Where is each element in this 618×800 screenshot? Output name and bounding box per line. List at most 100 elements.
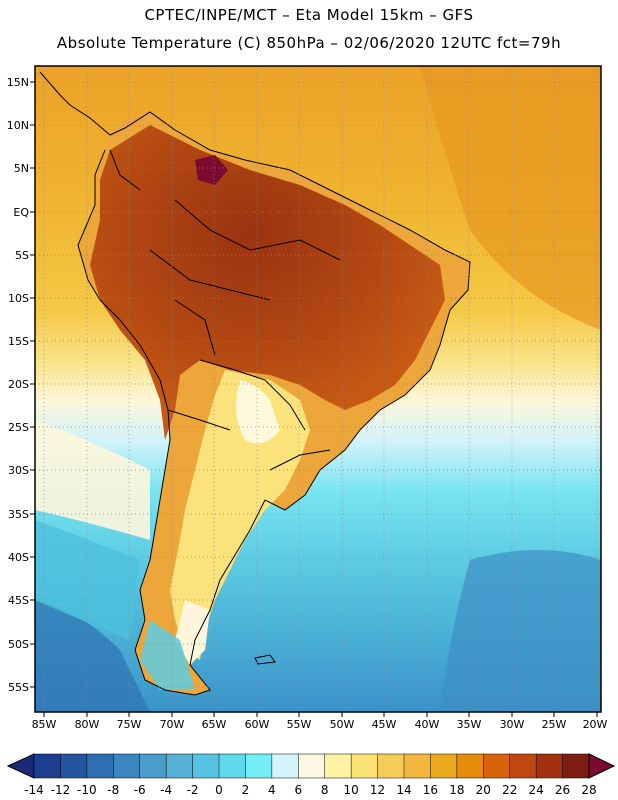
lat-label: 5N (14, 162, 29, 175)
colorbar-tick-label: 12 (370, 783, 385, 797)
colorbar-tick-label: 10 (343, 783, 358, 797)
cold-tip (140, 620, 195, 690)
colorbar-swatch (324, 753, 352, 779)
lon-label: 85W (32, 718, 57, 731)
axis-ticks (30, 81, 598, 717)
colorbar-tick-label: 26 (555, 783, 570, 797)
lat-label: EQ (13, 206, 29, 219)
lat-label: 15N (7, 76, 29, 89)
colorbar-tick-label: 18 (449, 783, 464, 797)
hottest-core (195, 155, 228, 185)
border-line (174, 299, 216, 356)
colorbar-swatch (456, 753, 484, 779)
border-line (109, 149, 141, 191)
colorbar-swatch (245, 753, 273, 779)
colorbar-swatch (509, 753, 537, 779)
lat-label: 55S (8, 681, 29, 694)
lon-label: 55W (287, 718, 312, 731)
cool-patagonia (175, 600, 210, 665)
lon-label: 25W (542, 718, 567, 731)
lat-label: 15S (8, 335, 29, 348)
lon-label: 70W (160, 718, 185, 731)
lon-label: 75W (117, 718, 142, 731)
lon-label: 20W (583, 718, 608, 731)
border-line (199, 359, 306, 431)
temperature-field (35, 66, 601, 712)
colorbar-swatch (86, 753, 114, 779)
lon-label: 65W (202, 718, 227, 731)
longitude-labels: 85W 80W 75W 70W 65W 60W 55W 50W 45W 40W … (32, 718, 608, 731)
lon-label: 60W (245, 718, 270, 731)
colorbar-swatch (377, 753, 405, 779)
warm-ocean-band (420, 66, 601, 330)
lat-label: 20S (8, 378, 29, 391)
lon-label: 35W (457, 718, 482, 731)
cool-ocean-west (35, 520, 140, 640)
lon-label: 30W (500, 718, 525, 731)
colorbar-swatches (33, 753, 590, 779)
latitude-labels: 15N 10N 5N EQ 5S 10S 15S 20S 25S 30S 35S… (7, 76, 30, 694)
chart-title-line1: CPTEC/INPE/MCT – Eta Model 15km – GFS (144, 6, 474, 24)
mild-ocean-west (35, 420, 150, 540)
colorbar-tick-label: -6 (134, 783, 146, 797)
colorbar-tick-label: 24 (528, 783, 543, 797)
colorbar-swatch (60, 753, 88, 779)
colorbar-swatch (33, 753, 61, 779)
colorbar-swatch (430, 753, 458, 779)
lat-label: 45S (8, 594, 29, 607)
colorbar-swatch (192, 753, 220, 779)
cold-ocean-southeast (440, 550, 601, 712)
colorbar-swatch (113, 753, 141, 779)
colorbar-tick-label: 4 (268, 783, 276, 797)
colorbar-swatch (271, 753, 299, 779)
colorbar-swatch (483, 753, 511, 779)
colorbar-tick-label: 22 (502, 783, 517, 797)
coastlines-and-borders (39, 71, 471, 696)
colorbar-labels: -14 -12 -10 -8 -6 -4 -2 0 2 4 6 8 10 12 14 16 18 20 22 24 26… (24, 783, 596, 797)
lon-label: 40W (415, 718, 440, 731)
colorbar-tick-label: 6 (294, 783, 302, 797)
lon-label: 80W (75, 718, 100, 731)
colorbar-tick-label: -12 (51, 783, 71, 797)
cool-pocket-chaco (236, 380, 280, 444)
colorbar-swatch (218, 753, 246, 779)
colorbar-tick-label: 0 (215, 783, 223, 797)
colorbar-tick-label: -2 (187, 783, 199, 797)
colorbar-swatch (535, 753, 564, 779)
colorbar-swatch (403, 753, 431, 779)
lat-label: 10N (7, 119, 29, 132)
border-line (269, 449, 331, 471)
lat-label: 5S (15, 249, 29, 262)
colorbar-tick-label: 16 (423, 783, 438, 797)
colorbar-swatch (298, 753, 326, 779)
colorbar-under-arrow (6, 753, 35, 779)
colorbar-over-arrow (588, 753, 616, 779)
cold-ocean-southwest (35, 600, 150, 712)
mild-southern-cone (170, 370, 310, 660)
colorbar-tick-label: -14 (24, 783, 44, 797)
lat-label: 30S (8, 464, 29, 477)
colorbar-swatch (562, 753, 590, 779)
coastline (39, 71, 471, 696)
colorbar-swatch (165, 753, 194, 779)
lon-label: 45W (372, 718, 397, 731)
colorbar-tick-label: 8 (321, 783, 329, 797)
lat-label: 25S (8, 421, 29, 434)
colorbar-swatch (139, 753, 167, 779)
lat-label: 10S (8, 292, 29, 305)
border-line (149, 249, 271, 301)
border-line (174, 199, 341, 261)
lat-label: 35S (8, 508, 29, 521)
colorbar-tick-label: 2 (242, 783, 250, 797)
colorbar-tick-label: -4 (160, 783, 172, 797)
lat-label: 50S (8, 638, 29, 651)
colorbar-tick-label: 14 (396, 783, 411, 797)
colorbar-swatch (350, 753, 379, 779)
colorbar-tick-label: 28 (581, 783, 596, 797)
colorbar-tick-label: -10 (77, 783, 97, 797)
chart-title-line2: Absolute Temperature (C) 850hPa – 02/06/… (56, 34, 562, 52)
colorbar: -14 -12 -10 -8 -6 -4 -2 0 2 4 6 8 10 12 14 16 18 20 22 24 26… (6, 753, 616, 797)
map-frame (34, 65, 602, 713)
lat-label: 40S (8, 551, 29, 564)
